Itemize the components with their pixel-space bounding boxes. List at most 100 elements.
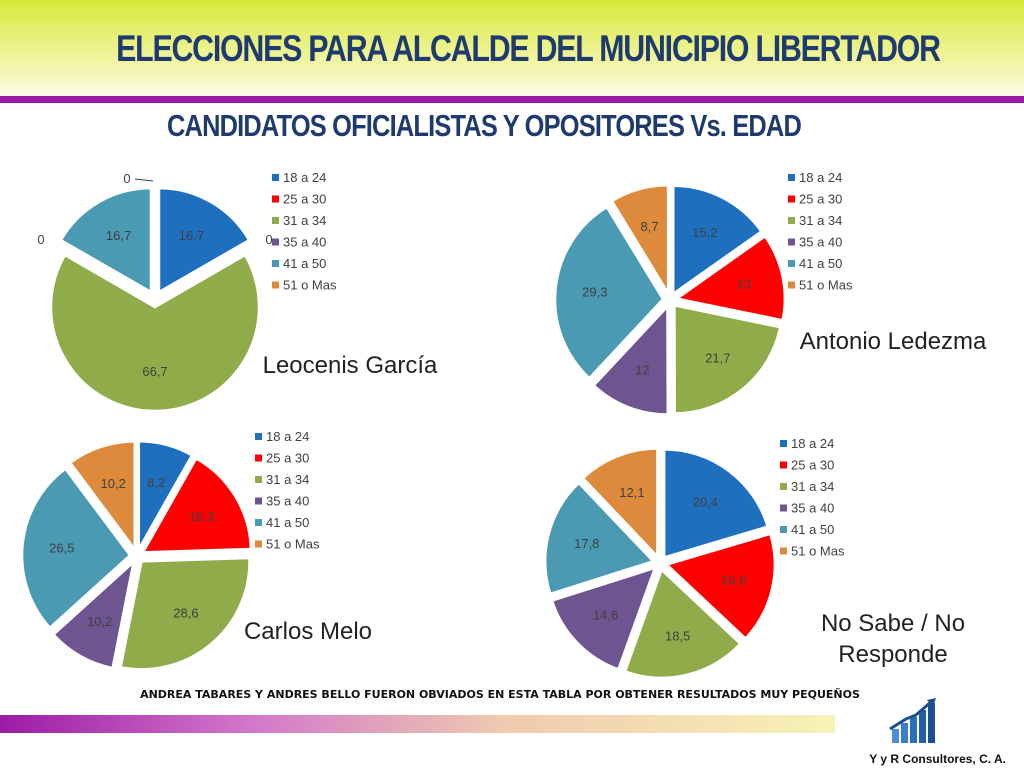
slice-value-label-zero: 0 [37,232,44,247]
growth-chart-logo-icon [889,698,936,743]
slice-value-label: 14,6 [593,607,618,622]
pie-slice-41-a-50 [543,481,656,596]
legend-item-18-a-24: 18 a 24 [799,170,842,185]
legend-swatch [272,260,279,267]
pie-slice-35-a-40 [51,558,136,670]
company-name: Y y R Consultores, C. A. [869,752,1006,766]
legend-item-18-a-24: 18 a 24 [266,429,309,444]
candidate-name: Leocenis García [263,352,438,379]
candidate-name: Carlos Melo [244,618,372,645]
pie-slice-41-a-50 [20,466,132,630]
footer-bar [0,715,835,733]
slice-value-label: 16,3 [189,509,214,524]
slice-value-label: 28,6 [173,606,198,621]
legend-swatch [788,195,795,203]
legend-item-35-a-40: 35 a 40 [791,501,834,516]
pie-slice-25-a-30 [140,456,253,554]
legend-swatch [272,195,279,203]
slice-value-label: 18,5 [665,629,690,644]
legend-swatch [788,217,795,224]
legend-swatch [788,238,795,246]
legend-swatch [255,540,262,548]
legend-item-31-a-34: 31 a 34 [791,479,834,494]
slice-value-label: 12 [635,362,649,377]
pie-slice-31-a-34 [673,303,782,415]
candidate-name: Responde [838,641,947,668]
legend-swatch [272,238,279,246]
legend-item-31-a-34: 31 a 34 [266,472,309,487]
legend-swatch [255,519,262,526]
legend-swatch [255,454,262,462]
legend-item-25-a-30: 25 a 30 [266,451,309,466]
slice-value-label: 13 [737,277,751,292]
pie-slice-25-a-30 [664,532,777,641]
legend-item-51-o-mas: 51 o Mas [791,544,845,559]
pie-chart-carlos-melo: 8,2 16,3 28,6 10,2 26,5 10,2 18 a 24 25 a 30 31 … [20,429,372,671]
candidate-name: No Sabe / No [821,610,965,637]
pie-chart-no-sabe-no-responde: 20,4 16,6 18,5 14,6 17,8 12,1 18 a 24 25 a 30 31… [543,436,965,679]
legend-item-35-a-40: 35 a 40 [266,494,309,509]
legend-swatch [255,433,262,440]
slice-value-label: 16,7 [106,228,131,243]
legend-item-41-a-50: 41 a 50 [266,515,309,530]
slice-value-label: 29,3 [582,284,607,299]
legend-swatch [255,497,262,505]
pie-slice-18-a-24 [671,184,764,297]
slide-title: ELECCIONES PARA ALCALDE DEL MUNICIPIO LI… [116,28,941,69]
pie-slice-51-o-mas [68,440,137,554]
leader-line [134,178,154,182]
pie-slice-31-a-34 [49,253,261,413]
header-band [0,0,1024,96]
slice-value-label: 15,2 [692,225,717,240]
legend-swatch [780,461,787,469]
legend-item-25-a-30: 25 a 30 [283,192,326,207]
slice-value-label: 16,7 [179,228,204,243]
pie-slice-41-a-50 [59,186,153,295]
slide-subtitle: CANDIDATOS OFICIALISTAS Y OPOSITORES Vs.… [166,108,802,143]
pie-slice-35-a-40 [550,565,657,672]
slice-value-label: 20,4 [693,494,718,509]
pie-slice-31-a-34 [119,556,251,671]
legend-swatch [780,504,787,512]
slice-value-label: 8,2 [147,475,165,490]
legend-swatch [272,174,279,181]
legend-item-41-a-50: 41 a 50 [791,522,834,537]
pie-slice-51-o-mas [610,184,670,298]
legend-item-31-a-34: 31 a 34 [799,213,842,228]
legend-item-18-a-24: 18 a 24 [791,436,834,451]
legend-item-41-a-50: 41 a 50 [799,256,842,271]
legend-item-35-a-40: 35 a 40 [799,235,842,250]
legend-swatch [788,260,795,267]
legend-swatch [788,281,795,289]
legend-swatch [780,526,787,533]
legend-item-25-a-30: 25 a 30 [791,458,834,473]
legend-item-35-a-40: 35 a 40 [283,235,326,250]
pie-slice-18-a-24 [137,439,194,554]
slice-value-label: 10,2 [101,476,126,491]
legend-item-41-a-50: 41 a 50 [283,256,326,271]
slice-value-label-zero: 0 [265,232,272,247]
legend-swatch [780,547,787,555]
pie-slice-18-a-24 [662,448,770,560]
pie-slice-41-a-50 [553,205,665,380]
pie-chart-leocenis-garcia: 16,7 0 66,7 0 16,7 0 18 a 24 25 a 30 31 a 34 35 a… [37,170,438,413]
slice-value-label: 10,2 [87,614,112,629]
pie-slice-31-a-34 [623,567,743,679]
pie-chart-antonio-ledezma: 15,2 13 21,7 12 29,3 8,7 18 a 24 25 a 30 31 a 34… [553,170,987,416]
legend-item-25-a-30: 25 a 30 [799,192,842,207]
pie-slice-51-o-mas [581,447,659,560]
legend-item-31-a-34: 31 a 34 [283,213,326,228]
slice-value-label: 21,7 [705,351,730,366]
legend-item-18-a-24: 18 a 24 [283,170,326,185]
header-stripe [0,96,1024,103]
legend-swatch [780,440,787,447]
slice-value-label: 66,7 [142,364,167,379]
slice-value-label: 8,7 [641,219,659,234]
legend-item-51-o-mas: 51 o Mas [799,278,853,293]
legend-swatch [255,476,262,483]
legend-item-51-o-mas: 51 o Mas [266,537,320,552]
legend-swatch [780,483,787,490]
legend-swatch [272,281,279,289]
legend-swatch [272,217,279,224]
